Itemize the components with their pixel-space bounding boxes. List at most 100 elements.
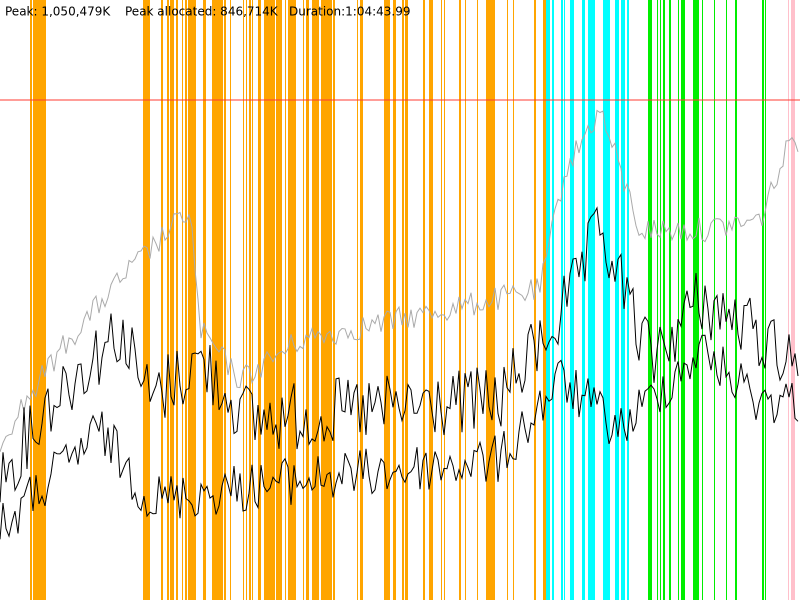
event-band xyxy=(218,0,221,600)
event-band xyxy=(735,0,737,600)
event-band xyxy=(702,0,703,600)
event-band xyxy=(327,0,331,600)
event-band xyxy=(429,0,433,600)
event-band xyxy=(264,0,267,600)
usage-line xyxy=(0,109,799,453)
event-band xyxy=(212,0,215,600)
event-band xyxy=(357,0,358,600)
event-band xyxy=(330,0,332,600)
event-band xyxy=(552,0,554,600)
event-band xyxy=(360,0,363,600)
event-band xyxy=(486,0,489,600)
event-band xyxy=(194,0,196,600)
event-band xyxy=(324,0,328,600)
event-band xyxy=(224,0,226,600)
event-band xyxy=(221,0,223,600)
peak-allocated-label: Peak allocated: 846,714K xyxy=(125,5,279,19)
duration-label: Duration:1:04:43.99 xyxy=(289,5,411,19)
event-band xyxy=(582,0,585,600)
event-band xyxy=(291,0,295,600)
event-band xyxy=(627,0,629,600)
event-band xyxy=(146,0,149,600)
event-band xyxy=(507,0,508,600)
event-band xyxy=(333,0,335,600)
event-band xyxy=(660,0,661,600)
event-band xyxy=(477,0,478,600)
event-band xyxy=(615,0,619,600)
event-band xyxy=(306,0,309,600)
event-band xyxy=(270,0,273,600)
event-band xyxy=(791,0,795,600)
event-band xyxy=(176,0,178,600)
event-band xyxy=(546,0,550,600)
event-band xyxy=(182,0,183,600)
event-band xyxy=(618,0,619,600)
event-band xyxy=(681,0,685,600)
event-band xyxy=(423,0,425,600)
event-band xyxy=(663,0,665,600)
event-band xyxy=(513,0,514,600)
event-band xyxy=(243,0,244,600)
event-band xyxy=(246,0,247,600)
event-band xyxy=(39,0,43,600)
peak-label: Peak: 1,050,479K xyxy=(5,5,111,19)
event-band xyxy=(441,0,442,600)
event-band xyxy=(405,0,408,600)
usage-line xyxy=(0,334,799,540)
event-band xyxy=(321,0,325,600)
event-band xyxy=(543,0,547,600)
event-band xyxy=(285,0,286,600)
event-band xyxy=(492,0,495,600)
event-band xyxy=(669,0,671,600)
event-band xyxy=(549,0,550,600)
event-band xyxy=(249,0,251,600)
event-band xyxy=(42,0,46,600)
event-band xyxy=(648,0,652,600)
event-band xyxy=(276,0,280,600)
event-band xyxy=(149,0,150,600)
event-band xyxy=(765,0,766,600)
event-band xyxy=(191,0,195,600)
event-band xyxy=(315,0,319,600)
event-band xyxy=(188,0,192,600)
event-band xyxy=(273,0,275,600)
usage-lines xyxy=(0,109,799,540)
event-band xyxy=(696,0,699,600)
event-band xyxy=(762,0,764,600)
event-band xyxy=(564,0,565,600)
event-band xyxy=(294,0,296,600)
event-band xyxy=(312,0,315,600)
event-band xyxy=(402,0,404,600)
event-band xyxy=(288,0,291,600)
event-band xyxy=(167,0,169,600)
event-band xyxy=(252,0,253,600)
event-band xyxy=(203,0,206,600)
event-band xyxy=(591,0,594,600)
event-band xyxy=(258,0,261,600)
event-band xyxy=(230,0,231,600)
event-band xyxy=(33,0,37,600)
event-band xyxy=(384,0,387,600)
event-band xyxy=(387,0,390,600)
event-band xyxy=(444,0,445,600)
usage-line xyxy=(0,206,799,503)
event-bands xyxy=(30,0,795,600)
event-band xyxy=(185,0,187,600)
event-band xyxy=(594,0,595,600)
event-band xyxy=(215,0,218,600)
event-band xyxy=(570,0,574,600)
event-band xyxy=(303,0,304,600)
event-band xyxy=(726,0,727,600)
event-band xyxy=(693,0,697,600)
event-band xyxy=(603,0,606,600)
event-band xyxy=(621,0,625,600)
event-band xyxy=(36,0,39,600)
event-band xyxy=(489,0,493,600)
event-band xyxy=(393,0,396,600)
event-band xyxy=(143,0,147,600)
event-band xyxy=(432,0,433,600)
event-band xyxy=(657,0,658,600)
event-band xyxy=(279,0,282,600)
